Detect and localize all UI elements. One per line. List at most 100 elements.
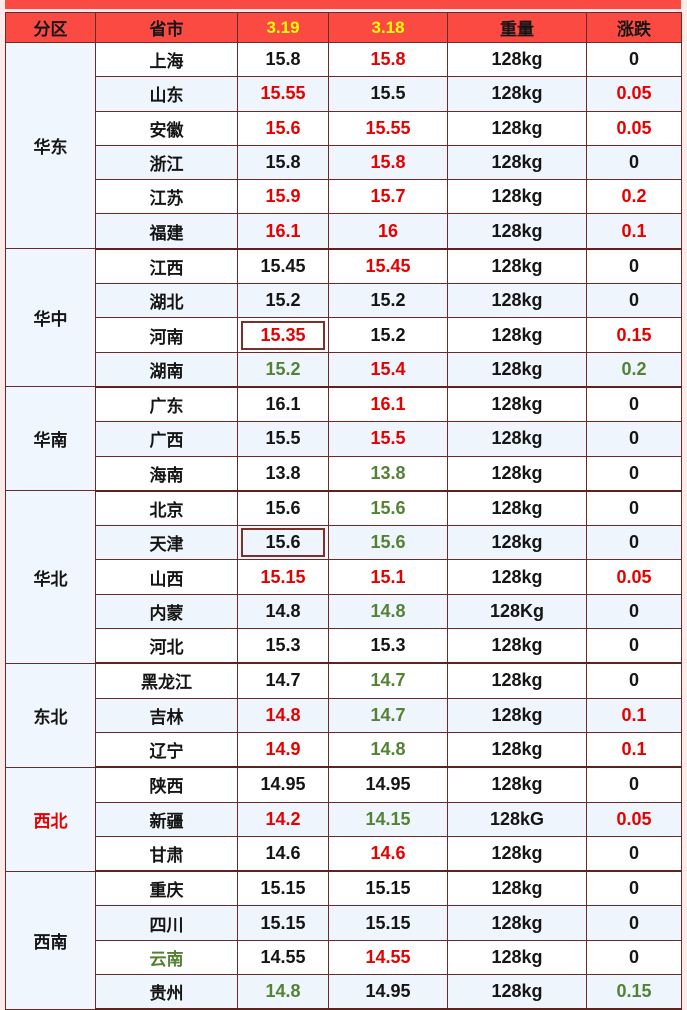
price-318-cell: 15.8 bbox=[328, 41, 448, 78]
change-cell: 0 bbox=[586, 41, 682, 78]
price-319-cell: 15.9 bbox=[237, 179, 329, 215]
province-cell: 云南 bbox=[95, 939, 238, 976]
table-row: 福建 16.1 16 128kg 0.1 bbox=[6, 213, 682, 250]
province-cell: 吉林 bbox=[95, 697, 238, 733]
price-319-cell: 13.8 bbox=[237, 455, 329, 492]
price-319-cell: 15.2 bbox=[237, 283, 329, 319]
price-318-cell: 15.8 bbox=[328, 144, 448, 181]
change-cell: 0 bbox=[586, 283, 682, 319]
price-319-cell: 14.8 bbox=[237, 697, 329, 733]
province-cell: 海南 bbox=[95, 455, 238, 492]
pig-price-table: 分区 省市 3.19 3.18 重量 涨跌 华东 上海 15.8 15.8 128kg 0 山东 15.… bbox=[5, 12, 682, 1010]
price-319-cell: 16.1 bbox=[237, 386, 329, 423]
price-318-cell: 14.15 bbox=[328, 801, 448, 837]
price-319-cell: 14.9 bbox=[237, 731, 329, 769]
table-row: 广西 15.5 15.5 128kg 0 bbox=[6, 421, 682, 457]
price-319-cell: 14.8 bbox=[237, 593, 329, 630]
province-cell: 上海 bbox=[95, 41, 238, 78]
table-row: 贵州 14.8 14.95 128kg 0.15 bbox=[6, 974, 682, 1010]
table-row: 西北 陕西 14.95 14.95 128kg 0 bbox=[5, 766, 682, 872]
province-cell: 湖北 bbox=[95, 283, 238, 319]
change-cell: 0.2 bbox=[586, 179, 682, 215]
weight-cell: 128kg bbox=[447, 351, 587, 388]
table-header: 分区 省市 3.19 3.18 重量 涨跌 bbox=[5, 12, 682, 43]
table-row: 辽宁 14.9 14.8 128kg 0.1 bbox=[6, 731, 682, 769]
weight-cell: 128kg bbox=[447, 974, 587, 1010]
price-318-cell: 14.95 bbox=[328, 766, 448, 803]
weight-cell: 128kg bbox=[447, 870, 587, 907]
weight-cell: 128kG bbox=[447, 801, 587, 837]
table-row: 云南 14.55 14.55 128kg 0 bbox=[6, 939, 682, 976]
table-row: 湖北 15.2 15.2 128kg 0 bbox=[6, 283, 682, 319]
weight-cell: 128kg bbox=[447, 766, 587, 803]
weight-cell: 128kg bbox=[447, 41, 587, 78]
weight-cell: 128kg bbox=[447, 110, 587, 146]
weight-cell: 128kg bbox=[447, 731, 587, 769]
province-cell: 湖南 bbox=[95, 351, 238, 388]
change-cell: 0 bbox=[586, 144, 682, 181]
price-318-cell: 15.15 bbox=[328, 905, 448, 941]
region-cell: 华北 bbox=[5, 490, 96, 664]
weight-cell: 128kg bbox=[447, 697, 587, 733]
province-cell: 陕西 bbox=[95, 766, 238, 803]
price-318-cell: 16.1 bbox=[328, 386, 448, 423]
table-row: 海南 13.8 13.8 128kg 0 bbox=[6, 455, 682, 492]
region-cell: 东北 bbox=[5, 662, 96, 768]
weight-cell: 128kg bbox=[447, 455, 587, 492]
province-cell: 河北 bbox=[95, 628, 238, 665]
top-red-bar bbox=[5, 0, 681, 10]
price-319-cell: 14.7 bbox=[237, 662, 329, 699]
price-319-cell: 14.6 bbox=[237, 835, 329, 873]
change-cell: 0 bbox=[586, 766, 682, 803]
province-cell: 重庆 bbox=[95, 870, 238, 907]
province-cell: 贵州 bbox=[95, 974, 238, 1010]
province-cell: 辽宁 bbox=[95, 731, 238, 769]
price-318-cell: 15.2 bbox=[328, 283, 448, 319]
change-cell: 0 bbox=[586, 628, 682, 665]
price-318-cell: 14.8 bbox=[328, 593, 448, 630]
change-cell: 0.1 bbox=[586, 731, 682, 769]
table-row: 安徽 15.6 15.55 128kg 0.05 bbox=[6, 110, 682, 146]
price-319-cell: 15.8 bbox=[237, 144, 329, 181]
price-318-cell: 15.1 bbox=[328, 559, 448, 595]
change-cell: 0 bbox=[586, 421, 682, 457]
weight-cell: 128kg bbox=[447, 283, 587, 319]
province-cell: 江苏 bbox=[95, 179, 238, 215]
change-cell: 0.1 bbox=[586, 697, 682, 733]
table-row: 华北 北京 15.6 15.6 128kg 0 bbox=[5, 490, 682, 664]
table-row: 东北 黑龙江 14.7 14.7 128kg 0 bbox=[5, 662, 682, 768]
table-row: 河南 15.35 15.2 128kg 0.15 bbox=[6, 317, 682, 353]
province-cell: 甘肃 bbox=[95, 835, 238, 873]
change-cell: 0 bbox=[586, 386, 682, 423]
price-318-cell: 15.45 bbox=[328, 248, 448, 285]
province-cell: 福建 bbox=[95, 213, 238, 250]
province-cell: 内蒙 bbox=[95, 593, 238, 630]
weight-cell: 128kg bbox=[447, 662, 587, 699]
price-318-cell: 13.8 bbox=[328, 455, 448, 492]
price-319-cell: 15.6 bbox=[237, 490, 329, 527]
weight-cell: 128kg bbox=[447, 386, 587, 423]
price-318-cell: 15.3 bbox=[328, 628, 448, 665]
weight-cell: 128kg bbox=[447, 144, 587, 181]
header-col-date-319: 3.19 bbox=[237, 12, 329, 43]
region-cell: 西南 bbox=[5, 870, 96, 1010]
price-319-cell: 15.55 bbox=[237, 76, 329, 112]
province-cell: 安徽 bbox=[95, 110, 238, 146]
change-cell: 0.05 bbox=[586, 110, 682, 146]
change-cell: 0 bbox=[586, 455, 682, 492]
weight-cell: 128kg bbox=[447, 76, 587, 112]
change-cell: 0 bbox=[586, 939, 682, 976]
price-319-cell: 15.15 bbox=[237, 870, 329, 907]
price-318-cell: 15.6 bbox=[328, 490, 448, 527]
price-318-cell: 15.5 bbox=[328, 421, 448, 457]
price-318-cell: 15.7 bbox=[328, 179, 448, 215]
highlight-box: 15.6 bbox=[241, 528, 325, 558]
province-cell: 广西 bbox=[95, 421, 238, 457]
header-col-province: 省市 bbox=[95, 12, 238, 43]
table-row: 华东 上海 15.8 15.8 128kg 0 bbox=[5, 41, 682, 250]
price-318-cell: 14.7 bbox=[328, 662, 448, 699]
change-cell: 0 bbox=[586, 593, 682, 630]
highlight-box: 15.35 bbox=[241, 320, 325, 350]
change-cell: 0 bbox=[586, 870, 682, 907]
price-319-cell: 15.6 bbox=[237, 525, 329, 561]
